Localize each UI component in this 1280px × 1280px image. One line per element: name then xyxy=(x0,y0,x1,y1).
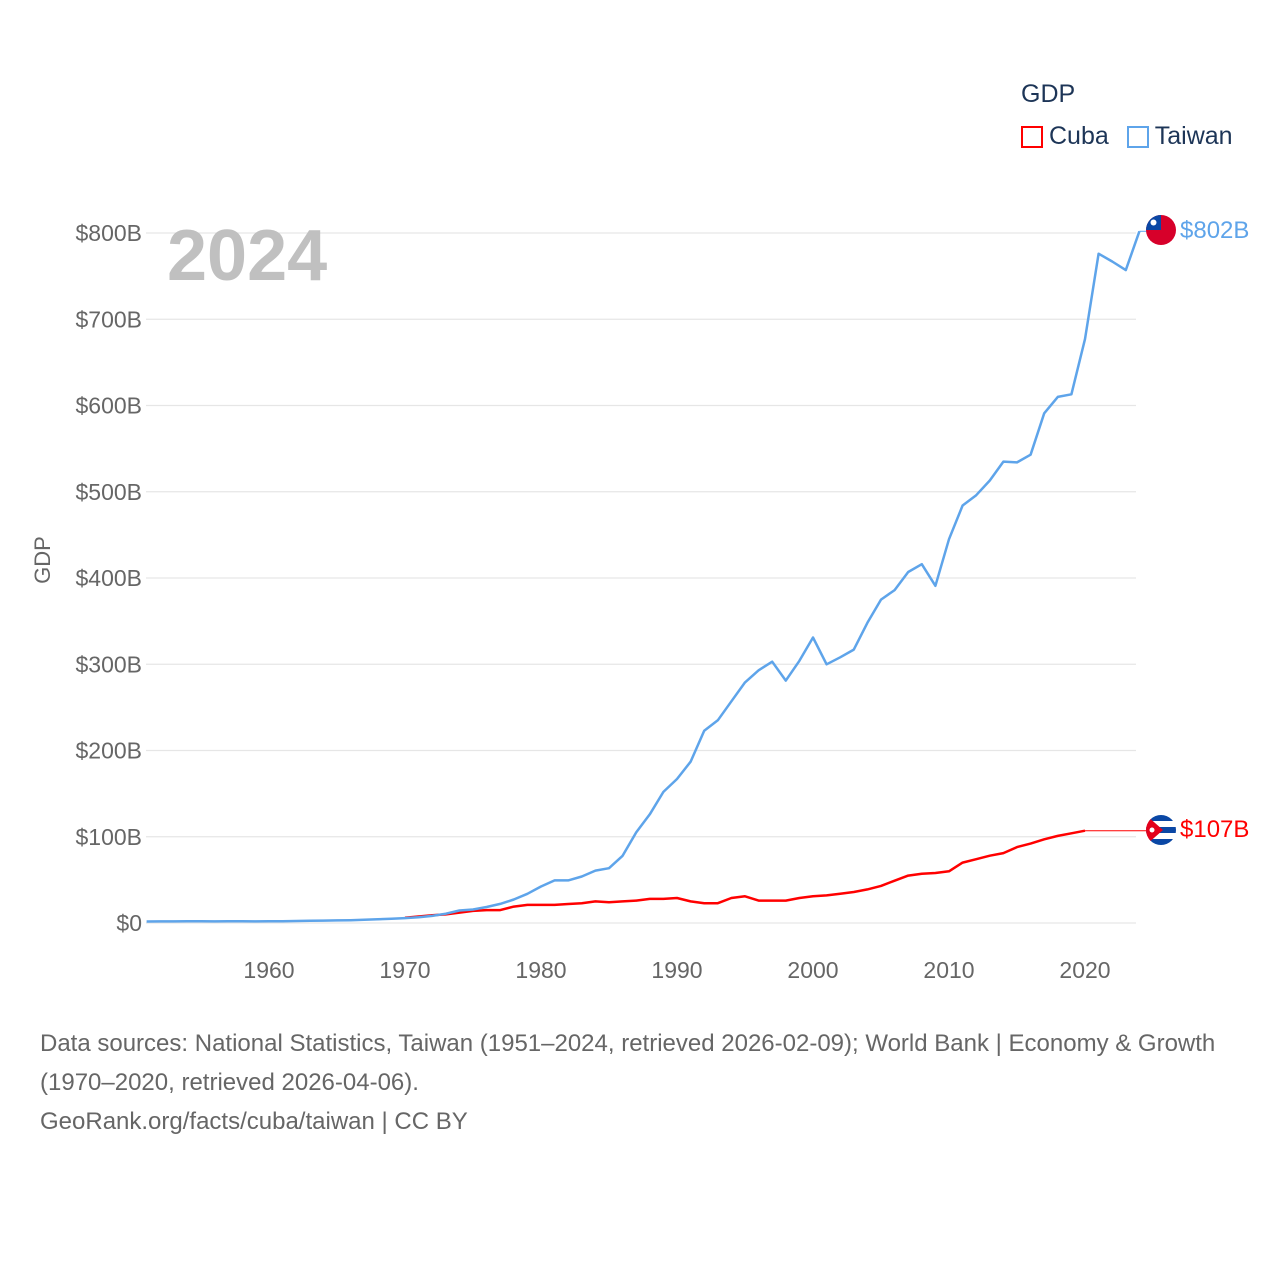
x-tick-label: 2020 xyxy=(1059,957,1110,983)
y-tick-label: $400B xyxy=(75,565,142,591)
taiwan-series-line xyxy=(146,230,1141,923)
cuba-swatch xyxy=(1021,125,1043,148)
cuba-series-line xyxy=(404,829,1086,920)
y-tick-label: $200B xyxy=(75,738,142,764)
legend-label: Taiwan xyxy=(1154,122,1233,150)
y-tick-label: $700B xyxy=(75,306,142,332)
taiwan-swatch xyxy=(1126,125,1149,148)
legend-item-cuba[interactable]: Cuba xyxy=(1021,122,1109,151)
y-tick-label: $500B xyxy=(75,479,142,505)
taiwan-flag-icon xyxy=(1146,215,1176,245)
legend: Cuba Taiwan xyxy=(1021,122,1251,151)
cuba-end-label: $107B xyxy=(1180,816,1249,843)
x-tick-label: 1980 xyxy=(515,957,566,983)
legend-title: GDP xyxy=(1021,80,1076,108)
y-tick-label: $0 xyxy=(116,910,142,936)
x-tick-label: 1970 xyxy=(379,957,430,983)
legend-item-taiwan[interactable]: Taiwan xyxy=(1126,122,1233,151)
y-axis-label: GDP xyxy=(30,536,55,584)
taiwan-end-label: $802B xyxy=(1180,217,1249,244)
attribution[interactable]: GeoRank.org/facts/cuba/taiwan | CC BY xyxy=(40,1108,468,1135)
gdp-line-chart: $0 $100B $200B $300B $400B $500B $600B $700B $80… xyxy=(30,215,1249,983)
x-tick-label: 2010 xyxy=(923,957,974,983)
y-tick-label: $800B xyxy=(75,220,142,246)
year-label: 2024 xyxy=(167,216,327,296)
cuba-flag-icon xyxy=(1146,815,1176,845)
legend-label: Cuba xyxy=(1049,122,1109,150)
footer: Data sources: National Statistics, Taiwa… xyxy=(40,1024,1240,1141)
y-tick-label: $600B xyxy=(75,393,142,419)
data-sources: Data sources: National Statistics, Taiwa… xyxy=(40,1030,1216,1096)
x-tick-label: 1990 xyxy=(651,957,702,983)
y-tick-label: $300B xyxy=(75,651,142,677)
x-tick-label: 1960 xyxy=(243,957,294,983)
y-tick-label: $100B xyxy=(75,824,142,850)
x-tick-label: 2000 xyxy=(787,957,838,983)
